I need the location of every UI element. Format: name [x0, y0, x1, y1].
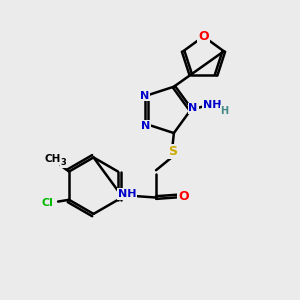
Text: H: H [220, 106, 229, 116]
Text: 3: 3 [60, 158, 66, 167]
Text: S: S [168, 145, 177, 158]
Text: NH: NH [118, 189, 136, 199]
Text: Cl: Cl [41, 198, 53, 208]
Text: CH: CH [45, 154, 61, 164]
Text: N: N [140, 121, 150, 131]
Text: O: O [178, 190, 189, 202]
Text: NH: NH [203, 100, 221, 110]
Text: O: O [198, 30, 209, 43]
Text: N: N [188, 103, 198, 113]
Text: N: N [140, 91, 149, 100]
